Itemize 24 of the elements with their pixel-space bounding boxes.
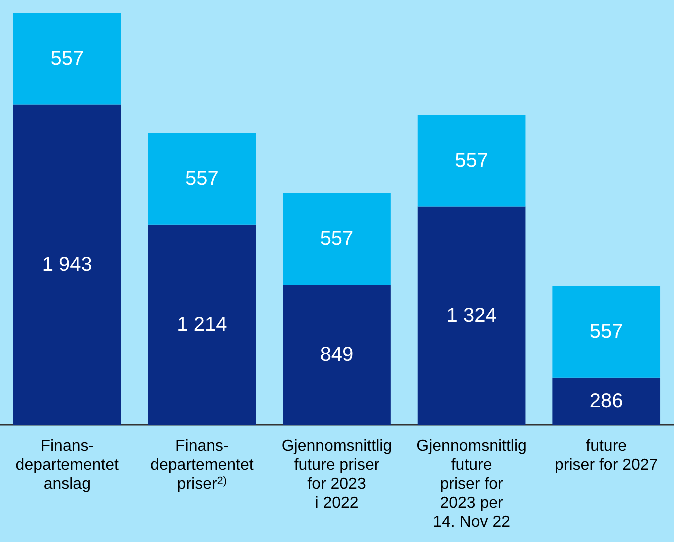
data-label: 286 bbox=[590, 390, 624, 412]
data-label: 557 bbox=[186, 168, 219, 190]
data-label: 1 214 bbox=[177, 314, 228, 336]
bar bbox=[148, 133, 256, 225]
x-tick-label: Finans- departementet anslag bbox=[16, 438, 120, 493]
x-tick-label: future priser for 2027 bbox=[555, 438, 658, 474]
bar bbox=[418, 206, 526, 425]
bar bbox=[13, 104, 122, 425]
bar bbox=[418, 115, 526, 207]
data-label: 1 324 bbox=[446, 304, 497, 327]
data-label: 557 bbox=[590, 320, 624, 343]
bar bbox=[283, 285, 391, 425]
bar bbox=[552, 378, 661, 425]
data-label: 557 bbox=[50, 48, 84, 70]
bar bbox=[283, 193, 391, 286]
bar bbox=[552, 286, 661, 378]
bar bbox=[13, 13, 122, 105]
data-label: 557 bbox=[455, 150, 488, 172]
data-label: 849 bbox=[320, 344, 354, 366]
x-tick-label: Gjennomsnittlig future priser for 2023 i 2022 bbox=[282, 438, 392, 512]
data-label: 557 bbox=[320, 228, 354, 250]
x-tick-label: Gjennomsnittlig future priser for 2023 per 14. Nov 22 bbox=[416, 438, 527, 531]
data-label: 1 943 bbox=[42, 254, 92, 276]
bar bbox=[148, 224, 256, 425]
